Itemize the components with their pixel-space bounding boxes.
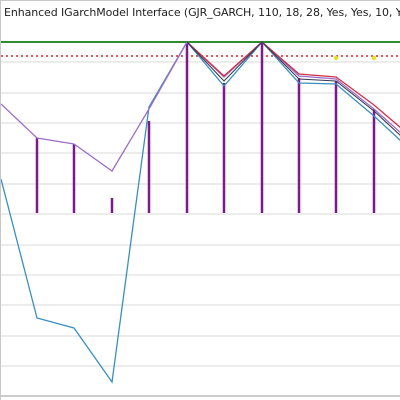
- marker: [333, 55, 339, 61]
- series-red-line: [186, 41, 400, 129]
- marker: [371, 55, 377, 61]
- title-bar: Enhanced IGarchModel Interface (GJR_GARC…: [1, 1, 400, 29]
- series-dark-line: [186, 41, 400, 136]
- plot-area[interactable]: [1, 29, 400, 400]
- series-blue-line: [1, 40, 400, 384]
- window-title: Enhanced IGarchModel Interface (GJR_GARC…: [4, 6, 400, 19]
- histogram-bars: [35, 42, 376, 213]
- grid-lines: [1, 61, 400, 367]
- yellow-markers: [333, 55, 377, 61]
